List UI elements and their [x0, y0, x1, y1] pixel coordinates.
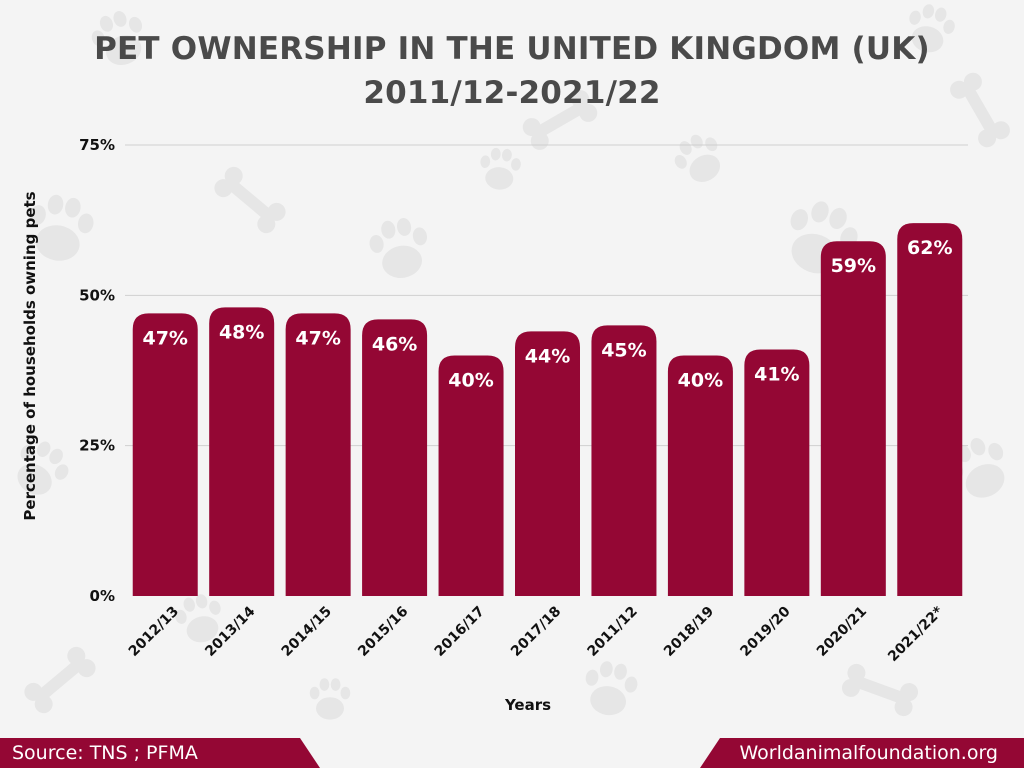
paw-icon [585, 661, 638, 716]
bar-value-label: 59% [831, 255, 876, 277]
x-category-label: 2016/17 [432, 604, 488, 660]
website-banner: Worldanimalfoundation.org [700, 738, 1024, 768]
paw-icon [17, 441, 69, 495]
x-category-label: 2019/20 [737, 603, 793, 659]
paw-icon [480, 147, 521, 190]
bar [820, 241, 886, 597]
bar-value-label: 40% [678, 369, 723, 391]
x-category-label: 2013/14 [202, 603, 258, 659]
bar-value-label: 46% [372, 333, 417, 355]
bar-value-label: 41% [754, 363, 799, 385]
bone-icon [214, 166, 286, 234]
bone-icon [950, 72, 1010, 148]
x-category-label: 2012/13 [126, 604, 182, 660]
x-category-label: 2021/22* [885, 603, 947, 665]
bone-icon [841, 663, 919, 717]
bar-value-label: 40% [448, 369, 493, 391]
y-axis-title: Percentage of households owning pets [21, 191, 39, 520]
bar [132, 313, 198, 596]
bar [209, 307, 275, 596]
y-tick-label: 50% [79, 286, 115, 304]
bar [362, 319, 428, 596]
bar [515, 331, 580, 596]
paw-icon [175, 594, 221, 643]
x-category-label: 2014/15 [279, 604, 335, 660]
source-banner: Source: TNS ; PFMA [0, 738, 320, 768]
bar-value-label: 44% [525, 345, 570, 367]
x-category-label: 2020/21 [814, 604, 870, 660]
y-tick-label: 25% [79, 437, 115, 455]
bar [667, 355, 733, 596]
bar-value-label: 47% [142, 327, 187, 349]
bar [285, 313, 351, 596]
bone-icon [24, 646, 96, 714]
x-category-label: 2011/12 [585, 604, 641, 660]
x-axis-title: Years [504, 696, 551, 714]
paw-icon [30, 194, 94, 261]
bar [438, 355, 504, 596]
bar-value-label: 47% [295, 327, 340, 349]
bar [591, 325, 657, 596]
bar [744, 349, 810, 596]
paw-icon [309, 678, 351, 720]
paw-icon [909, 4, 955, 53]
bar-value-label: 62% [907, 237, 952, 259]
paw-icon [369, 217, 427, 278]
x-category-label: 2018/19 [661, 604, 717, 660]
x-category-label: 2015/16 [355, 604, 411, 660]
bar-value-label: 45% [601, 339, 646, 361]
x-category-label: 2017/18 [508, 604, 564, 660]
bar-value-label: 48% [219, 321, 264, 343]
chart-title-line-1: PET OWNERSHIP IN THE UNITED KINGDOM (UK) [94, 31, 930, 67]
y-tick-label: 0% [90, 587, 115, 605]
bar [897, 223, 963, 596]
source-text: Source: TNS ; PFMA [12, 742, 198, 764]
y-tick-label: 75% [79, 136, 115, 154]
chart-title-line-2: 2011/12-2021/22 [363, 75, 661, 111]
website-text: Worldanimalfoundation.org [739, 742, 998, 764]
paw-icon [91, 11, 143, 66]
